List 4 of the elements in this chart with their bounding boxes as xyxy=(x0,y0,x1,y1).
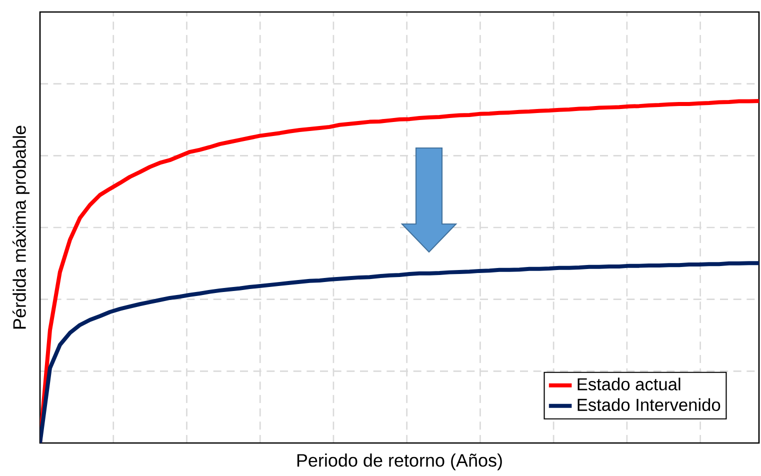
legend-label: Estado actual xyxy=(578,378,680,390)
x-axis-title: Periodo de retorno (Años) xyxy=(297,454,502,470)
legend-label: Estado Intervenido xyxy=(578,398,720,412)
y-axis-title: Pérdida máxima probable xyxy=(12,126,30,329)
